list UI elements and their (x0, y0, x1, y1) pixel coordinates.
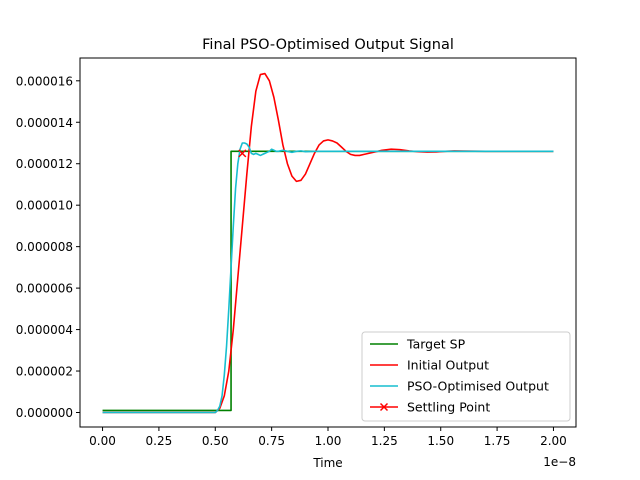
y-tick-label-5: 0.000010 (16, 199, 73, 213)
x-tick-label-0: 0.00 (89, 434, 116, 448)
settling-point-marker (238, 149, 247, 158)
legend-box (361, 331, 571, 422)
x-axis-ticks: 0.00 0.25 0.50 0.75 1.00 1.25 1.50 1.75 2.00 (89, 427, 567, 448)
y-tick-label-3: 0.000006 (16, 282, 73, 296)
x-axis-label: Time (312, 456, 342, 470)
legend-entry-initial-output: Initial Output (370, 358, 489, 373)
x-tick-label-2: 0.50 (202, 434, 229, 448)
x-tick-label-3: 0.75 (258, 434, 285, 448)
series-layer (102, 72, 554, 414)
x-tick-label-7: 1.75 (484, 434, 511, 448)
legend-label-initial-output: Initial Output (407, 358, 489, 373)
legend-label-target-sp: Target SP (406, 337, 466, 352)
legend-entry-target-sp: Target SP (370, 337, 466, 352)
x-tick-label-8: 2.00 (540, 434, 567, 448)
y-tick-label-0: 0.000000 (16, 406, 73, 420)
legend: Target SP Initial Output PSO-Optimised Out… (361, 331, 571, 422)
x-axis-offset-label: 1e−8 (543, 455, 576, 469)
y-tick-label-4: 0.000008 (16, 240, 73, 254)
legend-label-pso-optimised-output: PSO-Optimised Output (407, 379, 549, 394)
y-tick-label-2: 0.000004 (16, 323, 73, 337)
y-axis-ticks: 0.000000 0.000002 0.000004 0.000006 0.000008… (16, 74, 80, 420)
y-tick-label-6: 0.000012 (16, 157, 73, 171)
legend-label-settling-point: Settling Point (407, 400, 490, 415)
legend-entry-pso-optimised-output: PSO-Optimised Output (370, 379, 549, 394)
legend-entry-settling-point: Settling Point (370, 400, 490, 415)
x-tick-label-4: 1.00 (315, 434, 342, 448)
x-tick-label-6: 1.50 (427, 434, 454, 448)
chart-title: Final PSO-Optimised Output Signal (202, 37, 454, 53)
series-line-pso-optimised-output (102, 142, 554, 414)
x-tick-label-5: 1.25 (371, 434, 398, 448)
y-tick-label-7: 0.000014 (16, 116, 73, 130)
x-tick-label-1: 0.25 (146, 434, 173, 448)
y-tick-label-1: 0.000002 (16, 365, 73, 379)
y-tick-label-8: 0.000016 (16, 74, 73, 88)
